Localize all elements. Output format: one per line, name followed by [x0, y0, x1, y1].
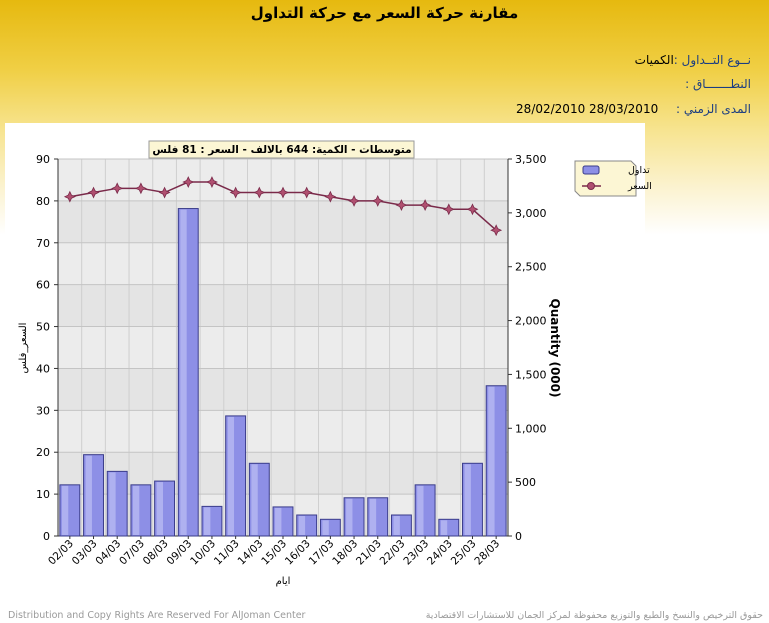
price-point — [229, 186, 242, 199]
price-point — [87, 186, 100, 199]
trade-type-value: الكميات — [634, 53, 674, 67]
trade-type-row: نــوع التــداول :الكميات — [635, 53, 751, 67]
price-point — [324, 190, 337, 203]
y-left-tick-label: 80 — [36, 195, 50, 208]
plot-band — [58, 410, 508, 453]
bar-highlight — [464, 464, 471, 535]
price-point — [419, 199, 432, 212]
bar-highlight — [369, 498, 377, 535]
bar-highlight — [85, 455, 92, 535]
bar-highlight — [393, 515, 400, 535]
y-right-axis-label: Quantity (000) — [548, 299, 562, 398]
bar-highlight — [109, 472, 116, 535]
trade-type-label: نــوع التــداول : — [673, 53, 751, 67]
legend-line-marker — [587, 182, 595, 190]
y-right-tick-label: 1,500 — [515, 368, 547, 381]
bar-highlight — [227, 416, 235, 535]
price-point — [111, 182, 124, 195]
price-point — [348, 194, 360, 207]
price-point — [442, 203, 455, 216]
date-range-label: المدى الزمني : — [676, 102, 751, 116]
y-right-tick-label: 3,500 — [515, 153, 547, 166]
scope-label: النطـــــــاق : — [685, 77, 751, 91]
footer-copyright-en: Distribution and Copy Rights Are Reserve… — [8, 610, 306, 621]
bar-highlight — [251, 464, 258, 535]
y-left-axis-label: السعر_فلس — [18, 323, 29, 374]
price-point — [371, 194, 384, 207]
y-right-tick-label: 2,500 — [515, 261, 547, 274]
legend-bar-label: تداول — [628, 165, 650, 176]
price-point — [395, 199, 408, 212]
bar-highlight — [61, 485, 69, 535]
y-right-tick-label: 500 — [515, 476, 536, 489]
bar-highlight — [322, 520, 329, 535]
y-left-tick-label: 50 — [36, 321, 50, 334]
y-left-tick-label: 60 — [36, 279, 50, 292]
y-right-tick-label: 2,000 — [515, 315, 547, 328]
price-point — [490, 224, 503, 237]
bar-highlight — [440, 520, 448, 535]
price-point — [158, 186, 171, 199]
price-point — [63, 190, 76, 203]
scope-row: النطـــــــاق : — [685, 77, 751, 91]
price-point — [182, 176, 195, 188]
bar-highlight — [346, 498, 353, 535]
bar-highlight — [298, 515, 306, 535]
y-left-tick-label: 0 — [43, 530, 50, 543]
bar-highlight — [417, 485, 424, 535]
price-point — [466, 203, 479, 216]
y-right-tick-label: 3,000 — [515, 207, 547, 220]
y-left-tick-label: 70 — [36, 237, 50, 250]
y-left-tick-label: 30 — [36, 404, 50, 417]
price-point — [277, 186, 289, 199]
bar-highlight — [132, 485, 140, 535]
price-point — [134, 182, 147, 195]
date-range-row: المدى الزمني : 28/03/2010 28/02/2010 — [516, 102, 751, 116]
annotation-box — [148, 140, 415, 159]
annotation-text: متوسطات - الكمية: 644 بالالف - السعر : 8… — [152, 144, 411, 156]
price-point — [300, 186, 313, 199]
bar-highlight — [180, 209, 187, 535]
footer-copyright-ar: حقوق الترخيص والنسخ والطبع والتوزيع محفو… — [425, 610, 763, 621]
bar-highlight — [275, 507, 282, 535]
bar-highlight — [488, 386, 495, 535]
y-left-tick-label: 40 — [36, 362, 50, 375]
y-left-tick-label: 90 — [36, 153, 50, 166]
price-point — [253, 186, 266, 199]
y-left-tick-label: 20 — [36, 446, 50, 459]
bar-highlight — [156, 482, 163, 535]
y-left-tick-label: 10 — [36, 488, 50, 501]
y-right-tick-label: 0 — [515, 530, 522, 543]
plot-band — [58, 242, 508, 285]
y-right-tick-label: 1,000 — [515, 422, 547, 435]
page-title: مقارنة حركة السعر مع حركة التداول — [250, 4, 519, 22]
legend-bar-swatch — [582, 165, 600, 175]
bar-highlight — [204, 507, 211, 535]
plot-band — [58, 326, 508, 369]
date-range-value: 28/03/2010 28/02/2010 — [516, 102, 659, 116]
x-axis-label: ايام — [276, 576, 291, 587]
price-point — [206, 176, 218, 188]
legend-line-label: السعر — [627, 181, 652, 192]
